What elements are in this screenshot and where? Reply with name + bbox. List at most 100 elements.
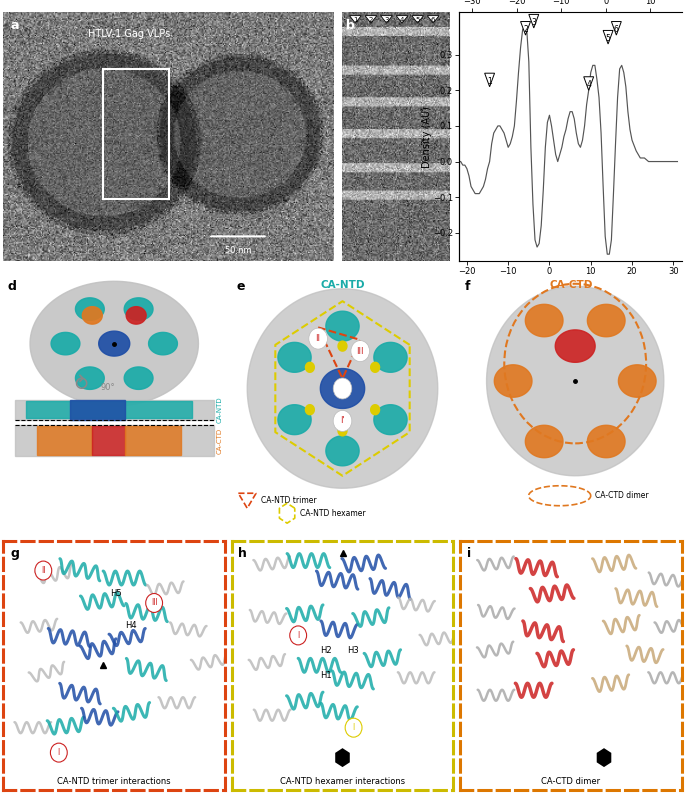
Text: g: g [10, 547, 19, 560]
Polygon shape [51, 333, 80, 355]
Polygon shape [349, 16, 361, 23]
Text: 3: 3 [532, 18, 536, 27]
Polygon shape [412, 16, 423, 23]
Polygon shape [597, 748, 611, 767]
Polygon shape [14, 425, 214, 456]
Circle shape [351, 341, 369, 361]
Text: I: I [341, 384, 344, 393]
Polygon shape [278, 342, 311, 372]
Text: 3: 3 [384, 17, 389, 23]
Polygon shape [247, 289, 438, 488]
Polygon shape [371, 405, 379, 414]
Polygon shape [396, 16, 408, 23]
Text: 4: 4 [586, 80, 591, 90]
Text: III: III [151, 599, 158, 607]
Text: h: h [238, 547, 247, 560]
Text: 6: 6 [614, 25, 619, 34]
Text: 2: 2 [523, 25, 528, 34]
Text: i: i [466, 547, 471, 560]
Polygon shape [30, 281, 199, 406]
Polygon shape [149, 333, 177, 355]
Text: H3: H3 [347, 646, 359, 655]
Polygon shape [126, 306, 146, 324]
Text: II: II [41, 566, 46, 575]
Polygon shape [92, 426, 125, 455]
Text: 6: 6 [431, 17, 436, 23]
Polygon shape [25, 401, 192, 418]
Text: 5: 5 [415, 17, 420, 23]
Polygon shape [374, 342, 407, 372]
Text: CA-NTD: CA-NTD [216, 396, 222, 423]
Polygon shape [603, 30, 613, 44]
Polygon shape [588, 426, 625, 457]
Polygon shape [75, 367, 104, 389]
Text: CA-CTD dimer: CA-CTD dimer [541, 777, 600, 786]
Polygon shape [588, 304, 625, 337]
Polygon shape [338, 341, 347, 351]
Text: a: a [10, 19, 18, 33]
Text: H4: H4 [125, 621, 137, 630]
Polygon shape [75, 298, 104, 320]
Text: 1: 1 [353, 17, 358, 23]
Text: CA-CTD dimer: CA-CTD dimer [595, 491, 649, 500]
Text: 5: 5 [606, 34, 610, 43]
Polygon shape [521, 21, 530, 35]
Polygon shape [381, 16, 393, 23]
Polygon shape [374, 405, 407, 434]
Circle shape [309, 328, 327, 349]
Text: I: I [297, 631, 299, 640]
Text: III: III [356, 347, 364, 356]
Circle shape [35, 561, 52, 580]
Polygon shape [125, 426, 181, 455]
Polygon shape [525, 426, 563, 457]
X-axis label: Distance from CA (nm): Distance from CA (nm) [514, 277, 626, 287]
Text: CA-CTD: CA-CTD [549, 280, 593, 290]
Text: 4: 4 [400, 17, 404, 23]
Polygon shape [525, 304, 563, 337]
Text: II: II [316, 334, 321, 343]
Circle shape [51, 743, 67, 762]
Text: H5: H5 [110, 588, 121, 598]
Polygon shape [37, 426, 92, 455]
Polygon shape [371, 362, 379, 372]
Polygon shape [612, 21, 621, 35]
Polygon shape [326, 311, 359, 341]
Text: e: e [236, 280, 245, 293]
Y-axis label: Density (AU): Density (AU) [421, 106, 432, 168]
Polygon shape [326, 436, 359, 466]
Polygon shape [338, 426, 347, 436]
Polygon shape [529, 14, 538, 28]
Text: H1: H1 [321, 671, 332, 680]
Text: 50 nm: 50 nm [225, 246, 251, 256]
Polygon shape [14, 399, 214, 420]
Polygon shape [306, 405, 314, 414]
Text: H2: H2 [321, 646, 332, 655]
Text: HTLV-1 Gag VLPs: HTLV-1 Gag VLPs [88, 29, 170, 40]
Text: I: I [341, 384, 344, 393]
Text: f: f [464, 280, 470, 293]
Text: CA-NTD: CA-NTD [321, 280, 364, 290]
Text: CA-NTD hexamer interactions: CA-NTD hexamer interactions [280, 777, 405, 786]
Polygon shape [584, 77, 594, 91]
Polygon shape [495, 364, 532, 397]
Text: I': I' [340, 416, 345, 426]
Polygon shape [619, 364, 656, 397]
Text: 1: 1 [487, 77, 492, 86]
Text: CA-NTD trimer interactions: CA-NTD trimer interactions [58, 777, 171, 786]
Text: 2: 2 [369, 17, 373, 23]
Polygon shape [70, 399, 125, 420]
Circle shape [146, 593, 162, 612]
Polygon shape [306, 362, 314, 372]
Text: 90°: 90° [101, 383, 116, 391]
Text: CA-CTD: CA-CTD [216, 428, 222, 454]
Polygon shape [124, 298, 153, 320]
Polygon shape [321, 368, 364, 408]
Text: I: I [353, 723, 355, 732]
Text: ⥁: ⥁ [74, 376, 88, 395]
Polygon shape [124, 367, 153, 389]
Polygon shape [485, 73, 495, 87]
Text: CA-NTD trimer: CA-NTD trimer [260, 496, 316, 505]
Circle shape [345, 719, 362, 737]
Polygon shape [99, 331, 129, 356]
Text: b: b [346, 19, 355, 33]
